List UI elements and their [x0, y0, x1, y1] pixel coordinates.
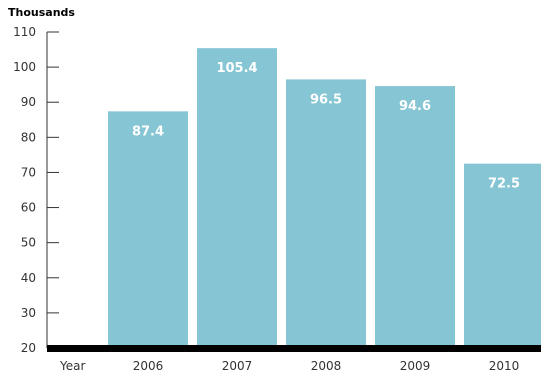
data-label: 94.6	[399, 99, 431, 114]
bar	[108, 111, 188, 349]
x-tick-label: 2008	[311, 359, 342, 373]
y-tick-label: 80	[21, 130, 36, 144]
y-tick-label: 30	[21, 306, 36, 320]
y-tick-label: 90	[21, 95, 36, 109]
baseline-bar	[47, 345, 541, 352]
y-tick-label: 100	[13, 60, 36, 74]
y-tick-label: 70	[21, 165, 36, 179]
bar	[286, 79, 366, 349]
x-axis: 2006 2007 2008 2009 2010	[133, 359, 520, 373]
y-tick-label: 40	[21, 271, 36, 285]
x-tick-label: 2010	[489, 359, 520, 373]
y-tick-label: 60	[21, 201, 36, 215]
bar	[197, 48, 277, 348]
bar	[375, 86, 455, 349]
data-label: 96.5	[310, 92, 342, 107]
data-label: 72.5	[488, 177, 520, 192]
y-axis-label: Thousands	[8, 6, 75, 19]
x-tick-label: 2007	[222, 359, 253, 373]
y-tick-label: 20	[21, 341, 36, 355]
x-axis-label: Year	[59, 359, 85, 373]
bars: 87.4 105.4 96.5 94.6 72.5	[108, 48, 541, 349]
data-label: 105.4	[216, 61, 257, 76]
y-tick-label: 50	[21, 236, 36, 250]
x-tick-label: 2006	[133, 359, 164, 373]
data-label: 87.4	[132, 124, 164, 139]
x-tick-label: 2009	[400, 359, 431, 373]
y-tick-label: 110	[13, 25, 36, 39]
bar	[464, 163, 541, 348]
y-axis: 20 30 40 50 60 70 80 90 100 110	[13, 25, 59, 355]
